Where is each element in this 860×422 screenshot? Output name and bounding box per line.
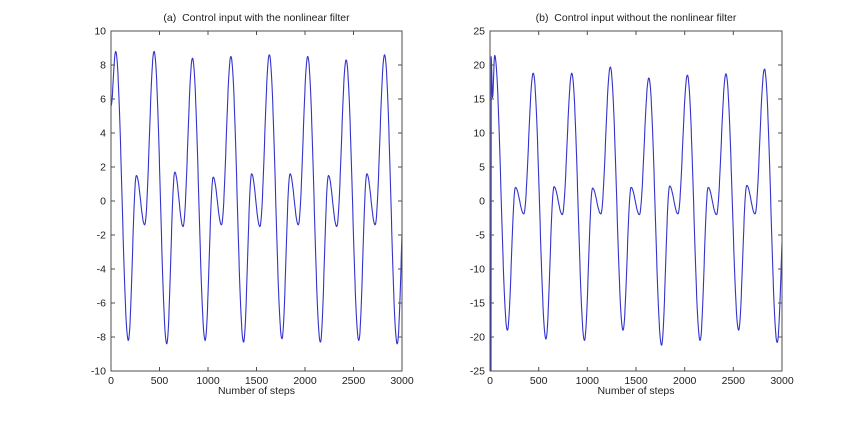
plot-a-xlabel: Number of steps: [217, 385, 296, 397]
x-tick-label: 2500: [722, 375, 746, 387]
x-tick-label: 2000: [293, 375, 317, 387]
x-tick-label: 1000: [196, 375, 220, 387]
y-tick-label: 8: [100, 60, 106, 72]
y-tick-label: -2: [97, 230, 106, 242]
y-tick-label: -25: [470, 366, 485, 378]
y-tick-label: 25: [473, 26, 485, 38]
waveform-line: [489, 54, 783, 372]
y-tick-label: 20: [473, 60, 485, 72]
x-tick-label: 500: [151, 375, 169, 387]
x-tick-label: 0: [108, 375, 114, 387]
plot-a-title: (a) Control input with the nonlinear fil…: [163, 12, 350, 24]
y-tick-label: -8: [97, 332, 106, 344]
plot-b-xlabel: Number of steps: [597, 385, 675, 397]
axes-frame: [110, 30, 403, 372]
plot-a-axes: 0 500 1000 1500 2000 2500 3000 10 8 6 4 2 0 -2 -4 -6 -8 -…: [91, 26, 414, 388]
x-tick-label: 1500: [245, 375, 269, 387]
y-tick-label: -5: [476, 230, 485, 242]
y-tick-label: 10: [473, 128, 485, 140]
y-tick-label: 4: [100, 128, 106, 140]
x-tick-label: 1500: [624, 375, 648, 387]
x-tick-label: 500: [530, 375, 548, 387]
y-tick-label: -4: [97, 264, 106, 276]
y-tick-label: 2: [100, 162, 106, 174]
y-tick-label: -10: [91, 366, 106, 378]
x-tick-label: 2000: [673, 375, 697, 387]
x-tick-label: 2500: [342, 375, 366, 387]
x-tick-label: 0: [487, 375, 493, 387]
axes-frame: [489, 30, 783, 372]
plot-b-axes: 0 500 1000 1500 2000 2500 3000 25 20 15 10 5 0 -5 -10 -…: [470, 26, 794, 388]
y-tick-label: 5: [479, 162, 485, 174]
y-tick-label: -15: [470, 298, 485, 310]
y-tick-label: -10: [470, 264, 485, 276]
y-tick-label: 15: [473, 94, 485, 106]
x-tick-label: 3000: [390, 375, 414, 387]
y-tick-label: 0: [100, 196, 106, 208]
y-tick-label: 0: [479, 196, 485, 208]
plot-b-title: (b) Control input without the nonlinear …: [535, 12, 737, 24]
y-tick-label: 10: [94, 26, 106, 38]
x-tick-label: 1000: [576, 375, 600, 387]
y-tick-label: -20: [470, 332, 485, 344]
y-tick-label: -6: [97, 298, 106, 310]
x-tick-label: 3000: [770, 375, 794, 387]
y-tick-label: 6: [100, 94, 106, 106]
waveform-line: [110, 50, 403, 345]
